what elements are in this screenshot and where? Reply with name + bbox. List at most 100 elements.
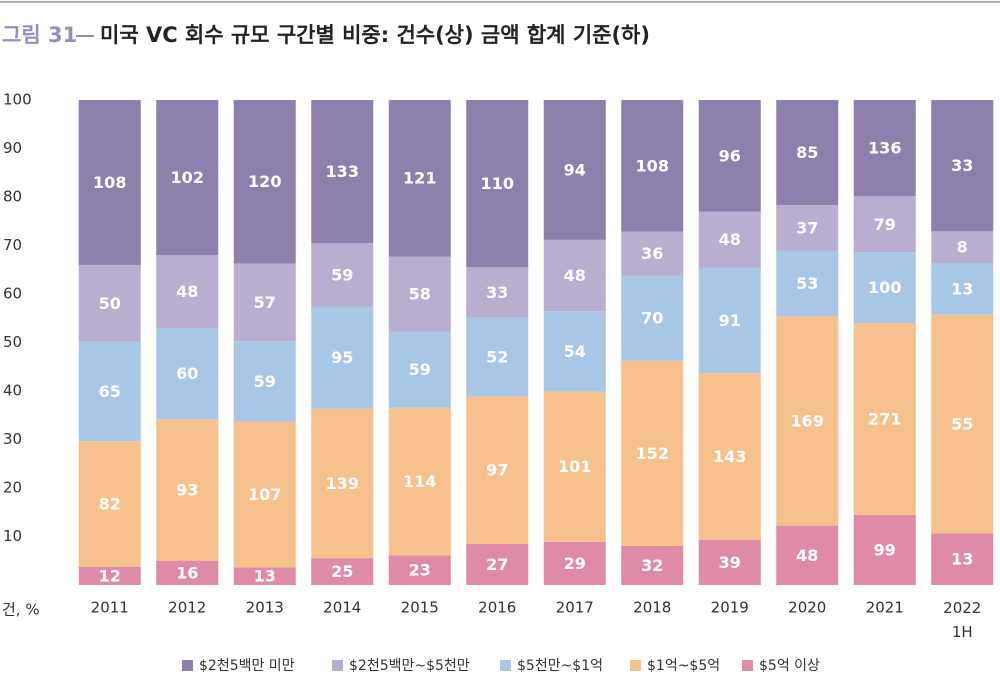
bar-segment — [853, 323, 916, 515]
value-label: 52 — [486, 347, 508, 366]
value-label: 13 — [951, 550, 973, 569]
value-label: 82 — [99, 494, 121, 513]
bar-segment — [78, 100, 141, 266]
value-label: 53 — [796, 274, 818, 293]
y-tick-label: 20 — [3, 479, 22, 497]
legend-swatch — [630, 660, 641, 671]
value-label: 96 — [719, 146, 741, 165]
bar-segment — [388, 555, 451, 585]
x-tick-label: 2011 — [91, 599, 129, 617]
legend-swatch — [742, 660, 753, 671]
bar-segment — [776, 205, 839, 251]
value-label: 23 — [409, 561, 431, 580]
value-label: 29 — [564, 554, 586, 573]
value-label: 136 — [868, 139, 901, 158]
legend-swatch — [500, 660, 511, 671]
value-label: 48 — [564, 266, 586, 285]
value-label: 13 — [951, 279, 973, 298]
value-label: 93 — [176, 480, 198, 499]
bar-segment — [466, 396, 529, 544]
bar-segment — [233, 341, 296, 422]
bar-segment — [853, 514, 916, 585]
legend-swatch — [332, 660, 343, 671]
value-label: 36 — [641, 244, 663, 263]
bar-segment — [621, 275, 684, 361]
x-tick-label: 2015 — [401, 599, 439, 617]
x-tick-label: 2018 — [633, 599, 671, 617]
bar-segment — [156, 255, 219, 329]
bar-segment — [311, 306, 374, 409]
value-label: 57 — [254, 293, 276, 312]
bar-segment — [388, 100, 451, 257]
value-label: 121 — [403, 169, 436, 188]
y-tick-label: 50 — [3, 333, 22, 351]
value-label: 48 — [176, 282, 198, 301]
value-label: 59 — [254, 372, 276, 391]
bar-segment — [466, 267, 529, 318]
bar-segment — [698, 539, 761, 585]
bar-segment — [931, 533, 994, 585]
value-label: 48 — [796, 546, 818, 565]
bar-segment — [621, 231, 684, 276]
value-label: 48 — [719, 230, 741, 249]
bar-segment — [156, 560, 219, 585]
bar-segment — [543, 311, 606, 392]
chart-title: 미국 VC 회수 규모 구간별 비중: 건수(상) 금액 합계 기준(하) — [100, 23, 650, 47]
bar-segment — [388, 256, 451, 332]
value-label: 133 — [326, 162, 359, 181]
bar-segment — [543, 100, 606, 240]
bar-segment — [466, 317, 529, 397]
value-label: 95 — [331, 348, 353, 367]
value-label: 271 — [868, 409, 901, 428]
value-label: 114 — [403, 472, 436, 491]
y-axis-label: 건, % — [2, 601, 40, 619]
x-tick-label: 2019 — [711, 599, 749, 617]
bar-segment — [621, 100, 684, 232]
bar-segment — [466, 100, 529, 268]
bar-segment — [853, 196, 916, 253]
value-label: 169 — [791, 412, 824, 431]
bar-segment — [776, 250, 839, 317]
bar-segment — [931, 314, 994, 534]
bar-segment — [233, 421, 296, 568]
bar-segment — [698, 267, 761, 374]
bar-segment — [78, 341, 141, 442]
bar-segment — [388, 407, 451, 556]
value-label: 33 — [486, 283, 508, 302]
value-label: 59 — [331, 265, 353, 284]
bar-segment — [543, 239, 606, 312]
value-label: 16 — [176, 563, 198, 582]
y-tick-label: 100 — [3, 91, 32, 109]
bar-segment — [931, 231, 994, 263]
bar-segment — [931, 100, 994, 232]
bar-segment — [776, 316, 839, 526]
legend-label: $1억~$5억 — [647, 658, 720, 674]
value-label: 100 — [868, 278, 901, 297]
x-tick-label: 2014 — [323, 599, 361, 617]
y-tick-label: 80 — [3, 188, 22, 206]
bar-segment — [776, 525, 839, 585]
x-tick-label: 2021 — [866, 599, 904, 617]
bar-segment — [311, 100, 374, 244]
bar-segment — [388, 331, 451, 408]
x-tick-label: 2012 — [168, 599, 206, 617]
bar-segment — [311, 243, 374, 307]
value-label: 25 — [331, 562, 353, 581]
bar-segment — [233, 567, 296, 585]
legend-label: $5천만~$1억 — [517, 658, 603, 674]
value-label: 97 — [486, 461, 508, 480]
legend-label: $2천5백만~$5천만 — [349, 658, 470, 674]
value-label: 70 — [641, 309, 663, 328]
value-label: 99 — [874, 540, 896, 559]
value-label: 13 — [254, 567, 276, 586]
value-label: 55 — [951, 414, 973, 433]
value-label: 120 — [248, 172, 281, 191]
bar-segment — [621, 360, 684, 547]
value-label: 143 — [713, 447, 746, 466]
value-label: 60 — [176, 364, 198, 383]
legend-swatch — [182, 660, 193, 671]
y-tick-label: 40 — [3, 382, 22, 400]
value-label: 59 — [409, 360, 431, 379]
value-label: 37 — [796, 219, 818, 238]
